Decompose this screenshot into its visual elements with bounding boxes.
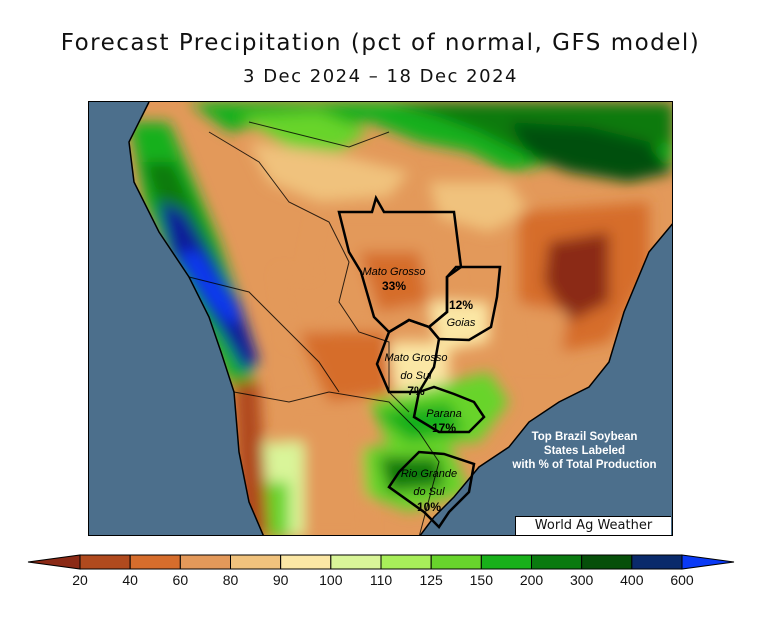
chart-title: Forecast Precipitation (pct of normal, G…: [60, 30, 701, 56]
legend-tick-label: 20: [72, 572, 88, 588]
legend-colorbar: [27, 554, 735, 570]
legend-swatch: [531, 554, 583, 570]
legend-tick-label: 200: [519, 572, 544, 588]
state-label-mato-grosso: Mato Grosso 33%: [354, 262, 434, 294]
info-line-2: States Labeled: [543, 445, 626, 457]
info-box: Top Brazil Soybean States Labeled with %…: [492, 430, 677, 472]
legend-tick-label: 40: [122, 572, 138, 588]
legend-swatch: [280, 554, 332, 570]
legend-swatch: [581, 554, 633, 570]
state-name: Parana: [426, 408, 462, 420]
state-percent: 17%: [431, 421, 457, 436]
precipitation-map: Mato Grosso 33% 12% Goias Mato Grosso do…: [88, 101, 673, 536]
credit-label: World Ag Weather: [515, 516, 671, 535]
state-label-goias: 12% Goias: [436, 298, 486, 331]
legend-swatch: [230, 554, 282, 570]
legend-swatch: [79, 554, 131, 570]
state-name: Goias: [446, 316, 476, 329]
mato-grosso-do-sul-border: [375, 318, 441, 394]
goias-border: [427, 265, 502, 342]
state-percent: 7%: [407, 383, 425, 398]
legend-tick-label: 80: [222, 572, 239, 588]
info-line-1: Top Brazil Soybean: [531, 431, 638, 443]
coastline: [128, 102, 672, 535]
legend-tick-label: 125: [419, 572, 443, 588]
country-borders: [188, 121, 440, 535]
legend-tick-label: 100: [319, 572, 343, 588]
legend-swatch: [430, 554, 482, 570]
legend-tick-label: 300: [569, 572, 594, 588]
legend-swatch: [330, 554, 382, 570]
state-name-line1: Mato Grosso: [384, 352, 448, 364]
legend-swatch: [129, 554, 181, 570]
legend-swatch: [480, 554, 533, 570]
legend-tick-label: 600: [670, 572, 694, 588]
soybean-state-borders: [337, 194, 502, 529]
rio-grande-do-sul-border: [387, 450, 476, 529]
legend-swatch: [179, 554, 231, 570]
state-label-mato-grosso-do-sul: Mato Grosso do Sul 7%: [371, 348, 461, 399]
date-range: 3 Dec 2024 – 18 Dec 2024: [243, 66, 518, 87]
state-label-parana: Parana 17%: [419, 404, 469, 436]
legend-tick-label: 150: [469, 572, 493, 588]
legend-swatch: [380, 554, 432, 570]
info-line-3: with % of Total Production: [512, 459, 657, 471]
map-canvas: [89, 102, 672, 535]
legend-tick-label: 110: [369, 572, 393, 588]
parana-border: [412, 385, 486, 434]
legend-tick-label: 400: [620, 572, 644, 588]
state-label-rio-grande-do-sul: Rio Grande do Sul 10%: [389, 464, 469, 515]
state-name-line1: Rio Grande: [400, 468, 458, 480]
state-percent: 10%: [416, 499, 442, 514]
state-name-line2: do Sul: [400, 370, 432, 383]
legend-tick-label: 90: [272, 572, 289, 588]
state-percent: 33%: [381, 279, 407, 294]
legend-tick-label: 60: [172, 572, 189, 588]
state-percent: 12%: [448, 298, 474, 312]
state-name: Mato Grosso: [362, 266, 426, 278]
legend-arrow-high: [681, 554, 735, 570]
legend-swatch: [631, 554, 683, 570]
state-name-line2: do Sul: [413, 486, 445, 499]
legend-arrow-low: [27, 554, 81, 570]
